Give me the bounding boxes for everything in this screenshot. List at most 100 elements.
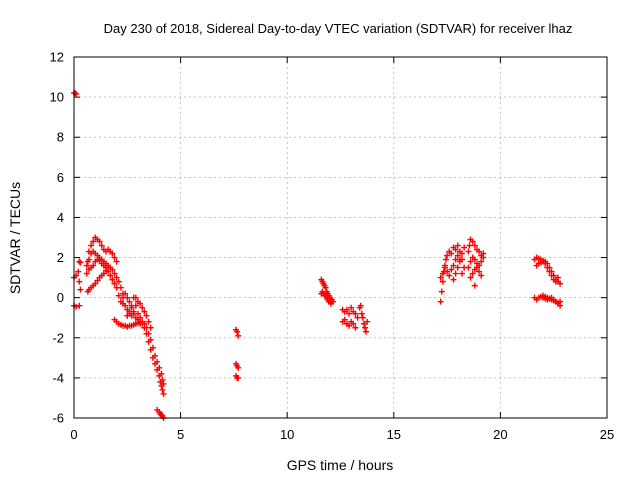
data-point bbox=[437, 298, 444, 305]
x-tick-label: 15 bbox=[387, 427, 401, 442]
data-point bbox=[478, 258, 485, 265]
x-tick-label: 5 bbox=[177, 427, 184, 442]
y-tick-label: 6 bbox=[57, 170, 64, 185]
data-point bbox=[341, 316, 348, 323]
data-point bbox=[137, 314, 144, 321]
data-point bbox=[141, 308, 148, 315]
data-point bbox=[160, 390, 167, 397]
data-point bbox=[467, 274, 474, 281]
data-point bbox=[83, 270, 90, 277]
data-point bbox=[456, 256, 463, 263]
data-point bbox=[454, 252, 461, 259]
data-points bbox=[71, 90, 564, 421]
data-point bbox=[154, 358, 161, 365]
data-point bbox=[471, 256, 478, 263]
data-point bbox=[100, 270, 107, 277]
data-point bbox=[109, 250, 116, 257]
data-point bbox=[126, 298, 133, 305]
y-tick-label: 12 bbox=[50, 50, 64, 65]
data-point bbox=[328, 298, 335, 305]
data-point bbox=[159, 376, 166, 383]
chart-title: Day 230 of 2018, Sidereal Day-to-day VTE… bbox=[104, 21, 573, 36]
data-point bbox=[452, 270, 459, 277]
data-point bbox=[90, 262, 97, 269]
data-point bbox=[359, 314, 366, 321]
data-point bbox=[158, 411, 165, 418]
data-point bbox=[364, 318, 371, 325]
data-point bbox=[439, 270, 446, 277]
data-point bbox=[122, 290, 129, 297]
grid bbox=[74, 57, 607, 418]
data-point bbox=[77, 286, 84, 293]
data-point bbox=[439, 278, 446, 285]
x-tick-label: 10 bbox=[280, 427, 294, 442]
data-point bbox=[446, 272, 453, 279]
data-point bbox=[96, 257, 103, 264]
data-point bbox=[235, 364, 242, 371]
data-point bbox=[480, 250, 487, 257]
data-point bbox=[77, 259, 84, 266]
y-tick-label: -4 bbox=[52, 370, 64, 385]
data-point bbox=[322, 284, 329, 291]
data-point bbox=[105, 268, 112, 275]
data-point bbox=[469, 270, 476, 277]
data-point bbox=[348, 304, 355, 311]
y-tick-label: 8 bbox=[57, 130, 64, 145]
y-tick-label: 10 bbox=[50, 90, 64, 105]
data-point bbox=[459, 270, 466, 277]
data-point bbox=[473, 264, 480, 271]
axis-ticks: 0 5 10 15 20 25 -6 -4 -2 0 2 4 6 8 10 12 bbox=[50, 50, 615, 443]
data-point bbox=[96, 238, 103, 245]
data-point bbox=[360, 320, 367, 327]
data-point bbox=[72, 90, 79, 97]
data-point bbox=[137, 300, 144, 307]
data-point bbox=[234, 328, 241, 335]
data-point bbox=[143, 324, 150, 331]
data-point bbox=[544, 264, 551, 271]
x-tick-label: 25 bbox=[600, 427, 614, 442]
data-point bbox=[441, 264, 448, 271]
data-point bbox=[346, 310, 353, 317]
data-point bbox=[546, 268, 553, 275]
y-tick-label: 0 bbox=[57, 290, 64, 305]
data-point bbox=[450, 276, 457, 283]
data-point bbox=[88, 242, 95, 249]
data-point bbox=[141, 320, 148, 327]
y-tick-label: -6 bbox=[52, 411, 64, 426]
data-point bbox=[145, 330, 152, 337]
y-tick-label: -2 bbox=[52, 330, 64, 345]
data-point bbox=[542, 260, 549, 267]
data-point bbox=[452, 246, 459, 253]
data-point bbox=[466, 242, 473, 249]
data-point bbox=[113, 258, 120, 265]
data-point bbox=[111, 270, 118, 277]
data-point bbox=[469, 238, 476, 245]
data-point bbox=[109, 266, 116, 273]
data-point bbox=[76, 278, 83, 285]
data-point bbox=[467, 258, 474, 265]
x-tick-label: 20 bbox=[493, 427, 507, 442]
data-point bbox=[159, 386, 166, 393]
data-point bbox=[465, 248, 472, 255]
data-point bbox=[152, 352, 159, 359]
data-point bbox=[548, 272, 555, 279]
data-point bbox=[147, 336, 154, 343]
data-point bbox=[438, 288, 445, 295]
data-point bbox=[132, 294, 139, 301]
data-point bbox=[471, 242, 478, 249]
data-point bbox=[459, 250, 466, 257]
data-point bbox=[476, 268, 483, 275]
y-axis-label: SDTVAR / TECUs bbox=[7, 182, 23, 294]
data-point bbox=[156, 364, 163, 371]
data-point bbox=[98, 242, 105, 249]
data-point bbox=[83, 262, 90, 269]
data-point bbox=[454, 264, 461, 271]
data-point bbox=[552, 278, 559, 285]
data-point bbox=[461, 244, 468, 251]
data-point bbox=[437, 274, 444, 281]
data-point bbox=[363, 328, 370, 335]
y-tick-label: 2 bbox=[57, 250, 64, 265]
data-point bbox=[128, 302, 135, 309]
data-point bbox=[124, 294, 131, 301]
